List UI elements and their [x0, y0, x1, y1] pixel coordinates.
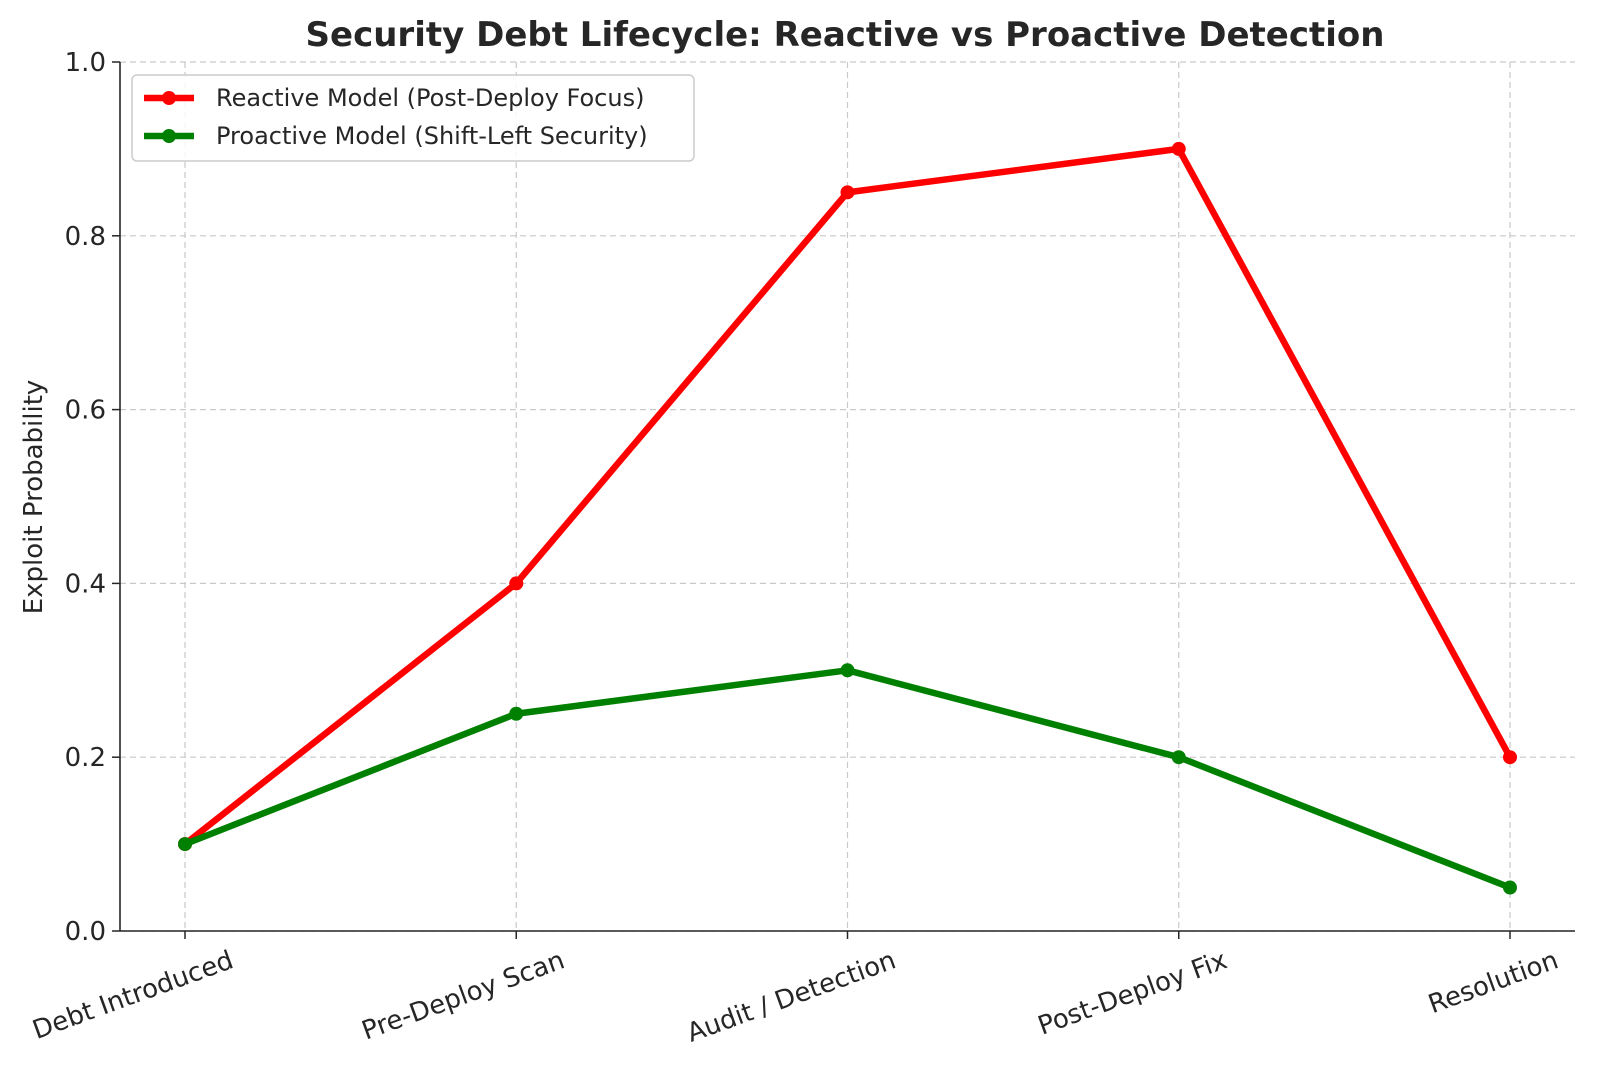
series-2 [178, 663, 1517, 895]
y-tick-label: 0.0 [65, 917, 106, 947]
data-point [509, 576, 524, 591]
data-point [1503, 750, 1517, 765]
legend-item: Reactive Model (Post-Deploy Focus) [144, 84, 644, 112]
data-point [509, 706, 524, 721]
x-tick-label: Post-Deploy Fix [1034, 945, 1231, 1041]
x-tick-label: Pre-Deploy Scan [358, 945, 569, 1046]
legend-swatch-marker [162, 91, 176, 105]
axes [112, 61, 1575, 939]
data-point [840, 185, 855, 200]
data-point [840, 663, 855, 678]
y-tick-label: 0.4 [65, 569, 106, 599]
data-point [1503, 880, 1517, 895]
legend: Reactive Model (Post-Deploy Focus) Proact… [131, 74, 695, 162]
legend-swatch-marker [162, 129, 176, 143]
y-axis-label: Exploit Probability [19, 380, 49, 615]
series-layer [178, 141, 1517, 895]
y-tick-label: 1.0 [65, 48, 106, 78]
legend-label: Reactive Model (Post-Deploy Focus) [216, 84, 644, 112]
data-point [1171, 141, 1186, 156]
x-tick-label: Debt Introduced [29, 945, 238, 1045]
x-tick-label: Audit / Detection [683, 945, 900, 1048]
data-point [1171, 750, 1186, 765]
tick-labels: 0.0 0.2 0.4 0.6 0.8 1.0 Debt Introduced Pre-Dep… [29, 48, 1563, 1049]
y-tick-label: 0.6 [65, 396, 106, 426]
grid [120, 61, 1575, 932]
chart-title: Security Debt Lifecycle: Reactive vs Pro… [306, 15, 1385, 55]
legend-box [131, 74, 695, 162]
x-tick-label: Resolution [1424, 945, 1562, 1020]
y-tick-label: 0.8 [65, 222, 106, 252]
y-tick-label: 0.2 [65, 743, 106, 773]
legend-item: Proactive Model (Shift-Left Security) [144, 122, 648, 150]
data-point [178, 837, 192, 852]
legend-label: Proactive Model (Shift-Left Security) [216, 122, 648, 150]
